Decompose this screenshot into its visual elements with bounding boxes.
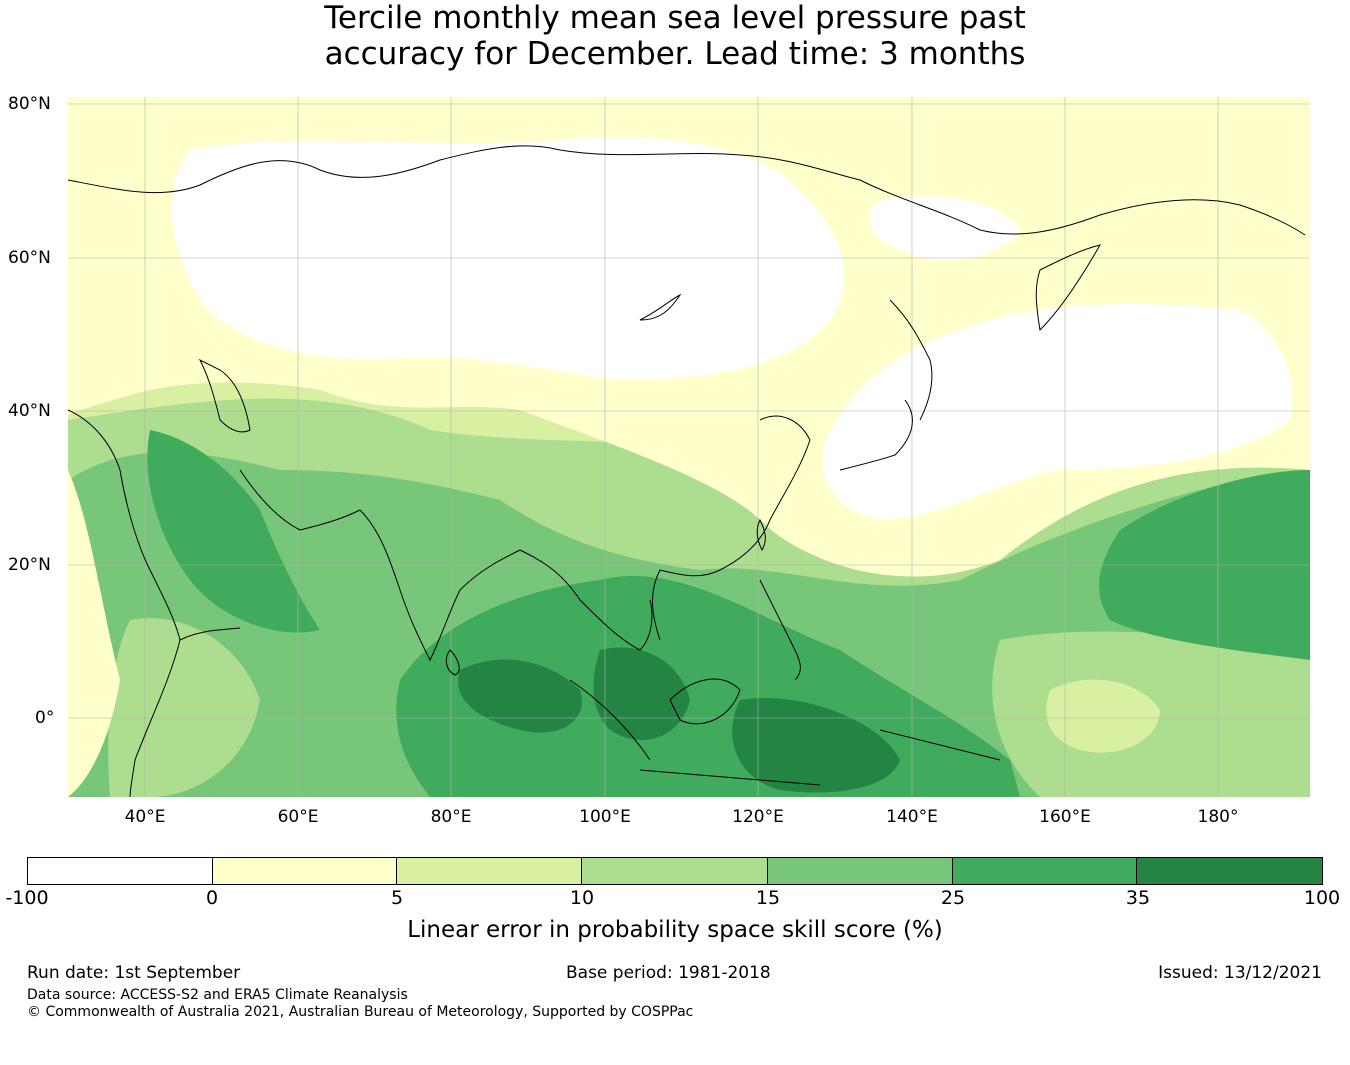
lon-label-160e: 160°E (1039, 807, 1091, 827)
coastlines (68, 145, 1306, 797)
skill-score-map (68, 97, 1310, 797)
lat-label-40n: 40°N (8, 401, 51, 421)
copyright: © Commonwealth of Australia 2021, Austra… (27, 1004, 694, 1020)
colorbar-seg-15-25 (767, 858, 953, 884)
colorbar-seg-below-0 (28, 858, 213, 884)
colorbar-seg-0-5 (212, 858, 398, 884)
lon-label-180: 180° (1197, 807, 1239, 827)
region-25-35-arabia (147, 430, 320, 633)
colorbar-seg-35-100 (1137, 858, 1323, 884)
colorbar-tick: 0 (205, 887, 219, 909)
colorbar-seg-10-15 (582, 858, 768, 884)
region-35-100-sumatra (458, 659, 582, 733)
lon-label-60e: 60°E (277, 807, 319, 827)
colorbar-tick: 100 (1303, 887, 1341, 909)
data-source: Data source: ACCESS-S2 and ERA5 Climate … (27, 987, 408, 1003)
map-title: Tercile monthly mean sea level pressure … (0, 0, 1350, 72)
run-date: Run date: 1st September (27, 963, 241, 983)
region-10-15-indian (108, 618, 261, 797)
region-5-10-pacific (1046, 679, 1160, 753)
graticule (68, 97, 1310, 797)
colorbar-tick: 25 (940, 887, 966, 909)
lon-label-120e: 120°E (732, 807, 784, 827)
colorbar-seg-5-10 (397, 858, 583, 884)
colorbar (27, 857, 1323, 885)
colorbar-seg-25-35 (952, 858, 1138, 884)
colorbar-tick: 35 (1125, 887, 1151, 909)
lon-label-40e: 40°E (124, 807, 166, 827)
lon-label-80e: 80°E (430, 807, 472, 827)
lat-label-20n: 20°N (8, 555, 51, 575)
lat-label-0: 0° (35, 708, 55, 728)
base-period: Base period: 1981-2018 (566, 963, 771, 983)
region-below-0-siberia (171, 137, 845, 380)
colorbar-tick: 15 (755, 887, 781, 909)
colorbar-tick: 5 (390, 887, 404, 909)
issued-date: Issued: 13/12/2021 (1158, 963, 1322, 983)
region-0-5-eastafrica (68, 470, 120, 797)
lon-label-100e: 100°E (579, 807, 631, 827)
lat-label-80n: 80°N (8, 94, 51, 114)
colorbar-tick: 10 (569, 887, 595, 909)
region-below-0-pacific (822, 304, 1293, 520)
region-35-100-borneo (593, 647, 690, 740)
title-line-2: accuracy for December. Lead time: 3 mont… (324, 36, 1026, 72)
region-35-100-banda (732, 698, 900, 793)
lon-label-140e: 140°E (886, 807, 938, 827)
colorbar-tick: -100 (5, 887, 49, 909)
colorbar-label: Linear error in probability space skill … (407, 917, 943, 943)
lat-label-60n: 60°N (8, 248, 51, 268)
title-line-1: Tercile monthly mean sea level pressure … (324, 0, 1026, 36)
region-below-0-arctic (869, 196, 1020, 261)
